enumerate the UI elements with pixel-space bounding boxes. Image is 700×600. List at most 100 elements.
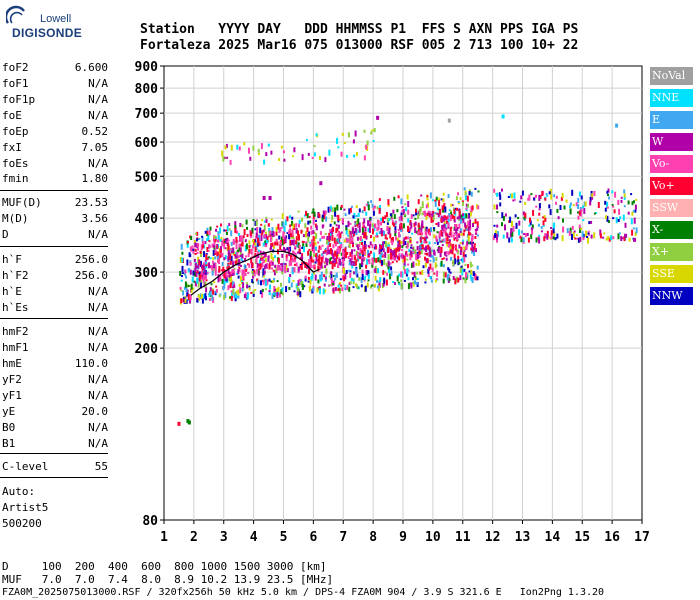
- echo-point: [272, 280, 275, 283]
- echo-point: [218, 294, 221, 298]
- echo-point: [182, 290, 185, 296]
- echo-point: [538, 203, 541, 209]
- echo-point: [427, 273, 430, 277]
- echo-point: [374, 275, 377, 281]
- echo-point: [425, 241, 428, 244]
- echo-point: [390, 252, 393, 259]
- echo-point: [417, 199, 420, 205]
- echo-point: [332, 260, 334, 264]
- echo-point: [238, 267, 241, 272]
- echo-point: [312, 218, 315, 225]
- echo-point: [469, 241, 472, 245]
- echo-point: [240, 243, 242, 247]
- echo-point: [364, 226, 367, 232]
- echo-point: [448, 268, 451, 273]
- echo-point: [357, 244, 360, 251]
- echo-point: [333, 252, 336, 256]
- echo-point: [521, 190, 524, 196]
- echo-point: [441, 205, 444, 211]
- echo-point: [442, 264, 445, 268]
- echo-point: [227, 256, 230, 262]
- echo-point: [224, 274, 227, 281]
- echo-point: [363, 240, 366, 247]
- echo-point: [523, 218, 526, 221]
- echo-point: [394, 230, 397, 237]
- echo-point: [632, 209, 635, 213]
- echo-point: [208, 262, 210, 269]
- echo-point: [477, 205, 480, 210]
- echo-point: [210, 264, 213, 269]
- echo-point: [371, 244, 374, 249]
- echo-point: [474, 228, 477, 231]
- echo-point: [232, 268, 235, 273]
- echo-point: [333, 262, 336, 267]
- echo-point: [424, 281, 427, 284]
- echo-point: [354, 130, 357, 137]
- echo-point: [301, 262, 304, 266]
- echo-point: [321, 244, 324, 247]
- echo-point: [212, 249, 215, 256]
- echo-point: [251, 278, 254, 283]
- echo-point: [190, 286, 193, 293]
- echo-point: [278, 158, 281, 161]
- echo-point: [390, 266, 393, 271]
- echo-point: [441, 244, 444, 247]
- echo-point: [464, 192, 467, 195]
- echo-point: [356, 236, 359, 241]
- echo-point: [431, 199, 434, 202]
- echo-point: [426, 212, 429, 216]
- echo-point: [501, 188, 503, 192]
- echo-point: [405, 207, 408, 212]
- x-tick-label: 8: [369, 530, 377, 545]
- echo-point: [343, 208, 346, 211]
- echo-point: [377, 257, 380, 263]
- echo-point: [446, 274, 449, 281]
- echo-point: [280, 289, 283, 295]
- echo-point: [339, 282, 342, 285]
- echo-point: [293, 227, 296, 230]
- echo-point: [350, 230, 353, 233]
- echo-point: [205, 296, 207, 301]
- echo-point: [254, 242, 257, 246]
- echo-point: [207, 256, 210, 259]
- echo-point: [290, 254, 292, 261]
- echo-point: [457, 201, 460, 203]
- echo-point: [298, 249, 301, 254]
- echo-point: [546, 233, 549, 240]
- echo-point: [579, 227, 582, 233]
- echo-point: [579, 210, 582, 217]
- echo-point: [305, 262, 308, 265]
- echo-point: [196, 271, 199, 274]
- echo-point: [237, 269, 240, 275]
- echo-point: [357, 225, 360, 228]
- echo-point: [342, 259, 344, 264]
- echo-point: [298, 234, 300, 241]
- echo-point: [375, 232, 378, 238]
- echo-point: [216, 245, 219, 248]
- y-tick-label: 200: [135, 342, 159, 357]
- echo-point: [403, 255, 406, 262]
- echo-point: [442, 257, 445, 260]
- echo-point: [179, 271, 182, 276]
- echo-point: [279, 240, 282, 246]
- echo-point: [247, 272, 250, 274]
- echo-point: [595, 212, 598, 214]
- echo-point: [446, 237, 449, 240]
- echo-point: [263, 220, 266, 223]
- echo-point: [524, 214, 527, 218]
- param-value: 7.05: [81, 141, 109, 154]
- echo-point: [462, 201, 464, 206]
- echo-point: [260, 233, 263, 236]
- echo-point: [253, 271, 256, 277]
- param-separator: [0, 190, 108, 191]
- echo-point: [373, 236, 376, 242]
- echo-point: [265, 216, 268, 219]
- echo-point: [333, 237, 336, 244]
- echo-point: [239, 235, 242, 238]
- echo-point: [393, 282, 396, 285]
- echo-point: [356, 259, 359, 262]
- echo-point: [465, 207, 468, 210]
- echo-point: [389, 213, 392, 217]
- echo-point: [402, 254, 405, 259]
- echo-point: [275, 267, 278, 274]
